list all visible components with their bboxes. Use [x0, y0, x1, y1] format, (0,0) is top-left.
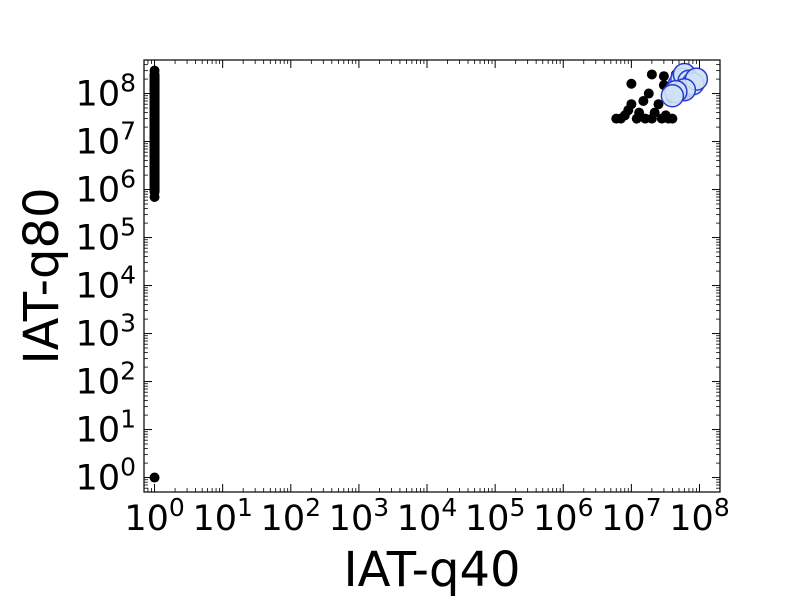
scatter-point: [626, 78, 637, 89]
x-tick-label: 107: [601, 493, 661, 539]
x-tick-label: 108: [669, 493, 729, 539]
scatter-point: [643, 88, 654, 99]
x-tick-label-exponent: 1: [237, 493, 253, 522]
scatter-point: [646, 69, 657, 80]
y-tick-label-base: 10: [76, 75, 121, 115]
scatter-point: [634, 107, 645, 118]
y-tick-label: 103: [76, 309, 136, 355]
y-tick-label-base: 10: [76, 363, 121, 403]
y-tick-label-base: 10: [76, 219, 121, 259]
x-tick-label-base: 10: [329, 499, 374, 539]
tick-labels-layer: 100 101 102 103 104 105 106 107 1081001011021031…: [76, 69, 730, 539]
scatter-point: [626, 99, 637, 110]
x-tick-label-base: 10: [465, 499, 510, 539]
scatter-point: [149, 151, 160, 161]
scatter-point: [653, 99, 664, 110]
y-tick-label-base: 10: [76, 315, 121, 355]
scatter-point: [149, 184, 160, 195]
y-tick-label-exponent: 3: [120, 309, 136, 338]
x-tick-label-base: 10: [192, 499, 237, 539]
y-tick-label-exponent: 5: [120, 213, 136, 242]
y-axis-label: IAT-q80: [14, 187, 70, 364]
y-tick-label-exponent: 2: [120, 357, 136, 386]
y-tick-label-exponent: 8: [120, 69, 136, 98]
x-tick-label-exponent: 3: [373, 493, 389, 522]
scatter-point: [149, 122, 160, 133]
x-tick-label-base: 10: [533, 499, 578, 539]
y-tick-label: 107: [76, 117, 136, 163]
x-tick-label-base: 10: [601, 499, 646, 539]
x-tick-label-exponent: 6: [578, 493, 594, 522]
x-tick-label-base: 10: [669, 499, 714, 539]
y-tick-label: 108: [76, 69, 136, 115]
scatter-point: [149, 103, 160, 113]
y-tick-label: 105: [76, 213, 136, 259]
scatter-point: [149, 84, 160, 95]
y-tick-label-base: 10: [76, 123, 121, 163]
x-axis-label: IAT-q40: [343, 542, 520, 598]
scatter-point: [149, 472, 160, 483]
x-tick-label-base: 10: [397, 499, 442, 539]
scatter-point: [149, 113, 160, 124]
y-tick-label: 104: [76, 261, 136, 307]
y-tick-label-base: 10: [76, 171, 121, 211]
x-tick-label-exponent: 7: [646, 493, 662, 522]
x-tick-label: 102: [261, 493, 321, 539]
scatter-point: [658, 71, 669, 82]
x-tick-label-exponent: 8: [714, 493, 730, 522]
x-tick-label: 101: [192, 493, 252, 539]
y-tick-label: 106: [76, 165, 136, 211]
x-tick-label: 100: [124, 493, 184, 539]
x-tick-label: 104: [397, 493, 457, 539]
x-tick-label-base: 10: [124, 499, 169, 539]
y-tick-label-exponent: 0: [120, 453, 136, 482]
scatter-point: [149, 65, 160, 76]
ticks-layer: [143, 60, 720, 492]
y-tick-label-base: 10: [76, 267, 121, 307]
scatter-point: [149, 161, 160, 172]
x-tick-label-exponent: 5: [509, 493, 525, 522]
y-tick-label-exponent: 7: [120, 117, 136, 146]
x-tick-label: 103: [329, 493, 389, 539]
x-tick-label-exponent: 4: [441, 493, 457, 522]
x-tick-label: 106: [533, 493, 593, 539]
scatter-point: [149, 76, 160, 87]
y-tick-label-exponent: 4: [120, 261, 136, 290]
y-tick-label-exponent: 1: [120, 405, 136, 434]
x-tick-label: 105: [465, 493, 525, 539]
marks-layer: [149, 62, 709, 483]
y-tick-label: 100: [76, 453, 136, 499]
x-tick-label-base: 10: [261, 499, 306, 539]
scatter-point: [149, 132, 160, 143]
y-tick-label-base: 10: [76, 411, 121, 451]
y-tick-label: 101: [76, 405, 136, 451]
scatter-point: [638, 95, 649, 106]
x-tick-label-exponent: 2: [305, 493, 321, 522]
scatter-point: [149, 141, 160, 152]
scatter-point: [649, 107, 660, 118]
scatter-point: [149, 170, 160, 181]
scatter-point: [149, 191, 160, 202]
y-tick-label-exponent: 6: [120, 165, 136, 194]
y-tick-label-base: 10: [76, 459, 121, 499]
x-tick-label-exponent: 0: [169, 493, 185, 522]
plot-frame: [143, 59, 721, 493]
scatter-point: [149, 93, 160, 104]
scatter-point-highlight: [660, 83, 685, 108]
scatter-point: [667, 113, 678, 124]
y-tick-label: 102: [76, 357, 136, 403]
